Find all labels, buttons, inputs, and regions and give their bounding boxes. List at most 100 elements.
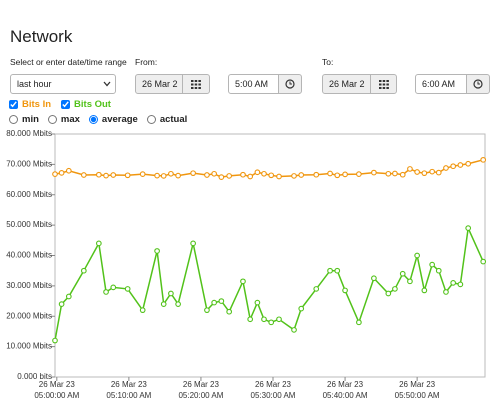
data-point <box>435 267 442 274</box>
data-point <box>429 261 436 268</box>
data-point <box>356 319 362 326</box>
data-point <box>240 278 246 285</box>
data-point <box>334 267 341 274</box>
data-point <box>443 165 449 171</box>
series-toggle[interactable] <box>9 100 18 109</box>
data-point <box>211 170 217 177</box>
data-point <box>103 172 109 179</box>
to-time-input[interactable]: 6:00 AM <box>415 74 467 94</box>
data-point <box>175 301 181 307</box>
legend-label: Bits In <box>22 99 52 110</box>
data-point <box>52 337 58 344</box>
data-point <box>65 167 72 174</box>
from-date-input[interactable]: 26 Mar 2 <box>135 74 183 94</box>
data-point <box>465 160 472 167</box>
data-point <box>139 171 146 177</box>
data-point <box>356 171 362 177</box>
calendar-icon <box>191 79 201 89</box>
data-point <box>80 267 87 274</box>
x-tick-label: 26 Mar 23 05:20:00 AM <box>178 380 224 400</box>
mode-label: actual <box>159 114 188 125</box>
from-time-input[interactable]: 5:00 AM <box>228 74 279 94</box>
legend-item: Bits Out <box>61 99 111 110</box>
data-point <box>58 170 65 176</box>
y-tick-label: 30.000 Mbits <box>6 281 52 290</box>
legend: Bits In Bits Out <box>9 99 111 110</box>
data-point <box>65 293 72 300</box>
x-tick-label-box: 26 Mar 23 05:40:00 AM <box>322 380 368 400</box>
data-point <box>465 225 472 232</box>
data-point <box>342 171 348 178</box>
data-point <box>124 286 131 292</box>
to-clock-button[interactable] <box>466 74 490 94</box>
data-point <box>218 298 225 304</box>
y-tick-label: 10.000 Mbits <box>6 342 52 351</box>
mode-radio[interactable] <box>9 115 18 124</box>
data-point <box>95 171 102 178</box>
data-point <box>154 248 160 254</box>
data-point <box>399 270 406 277</box>
data-point <box>298 305 305 312</box>
data-point <box>291 327 297 333</box>
data-point <box>421 170 428 177</box>
data-point <box>261 316 267 323</box>
to-date-input[interactable]: 26 Mar 2 <box>322 74 371 94</box>
data-point <box>435 169 442 176</box>
data-point <box>450 279 457 286</box>
mode-radio[interactable] <box>47 115 57 124</box>
y-tick-label: 60.000 Mbits <box>6 190 52 199</box>
data-point <box>190 170 196 177</box>
from-clock-button[interactable] <box>278 74 302 94</box>
dropdown-arrow <box>103 81 111 87</box>
from-calendar-button[interactable] <box>182 74 210 94</box>
plot-frame <box>54 133 486 378</box>
data-point <box>276 316 282 323</box>
calendar-icon <box>378 79 389 89</box>
x-tick-label: 26 Mar 23 05:30:00 AM <box>250 380 296 400</box>
y-tick-label: 70.000 Mbits <box>6 159 52 168</box>
data-point <box>457 281 464 288</box>
data-point <box>168 290 174 297</box>
from-label: From: <box>135 57 158 67</box>
x-tick-label: 26 Mar 23 05:50:00 AM <box>394 380 440 400</box>
data-point <box>429 168 436 175</box>
chart: 0.000 bits 10.000 Mbits 20.000 Mbits 30.000… <box>6 129 487 400</box>
to-label: To: <box>322 57 334 67</box>
data-point <box>385 290 392 297</box>
legend-label: Bits Out <box>74 99 111 110</box>
data-point <box>240 171 246 178</box>
data-point <box>276 173 282 180</box>
x-tick-label: 26 Mar 23 05:40:00 AM <box>322 380 368 400</box>
data-point <box>268 172 275 179</box>
data-point <box>421 287 428 294</box>
range-select[interactable]: last hour <box>10 74 116 94</box>
data-point <box>247 173 254 180</box>
data-point <box>52 171 58 177</box>
data-point <box>334 172 341 179</box>
mode-option: min <box>9 114 39 125</box>
data-point <box>443 289 449 295</box>
data-point <box>327 267 333 274</box>
data-point <box>139 307 146 314</box>
data-point <box>407 166 413 172</box>
y-tick-label: 0.000 bits <box>17 372 52 381</box>
data-point <box>268 319 275 326</box>
y-tick-label: 50.000 Mbits <box>6 220 52 229</box>
range-label: Select or enter date/time range <box>10 57 127 67</box>
data-point <box>480 258 487 265</box>
to-calendar-button[interactable] <box>370 74 397 94</box>
y-tick-label: 80.000 Mbits <box>6 129 52 138</box>
data-point <box>480 156 487 163</box>
mode-option: average <box>88 114 138 125</box>
mode-radio[interactable] <box>146 115 156 124</box>
data-point <box>226 173 233 179</box>
data-point <box>190 240 196 247</box>
data-point <box>298 172 305 178</box>
data-point <box>154 172 160 179</box>
from-date-value: 26 Mar 2 <box>142 79 178 89</box>
data-point <box>392 286 398 292</box>
series-toggle[interactable] <box>61 100 71 109</box>
mode-radio[interactable] <box>88 115 98 124</box>
x-tick-label-box: 26 Mar 23 05:30:00 AM <box>250 380 296 400</box>
